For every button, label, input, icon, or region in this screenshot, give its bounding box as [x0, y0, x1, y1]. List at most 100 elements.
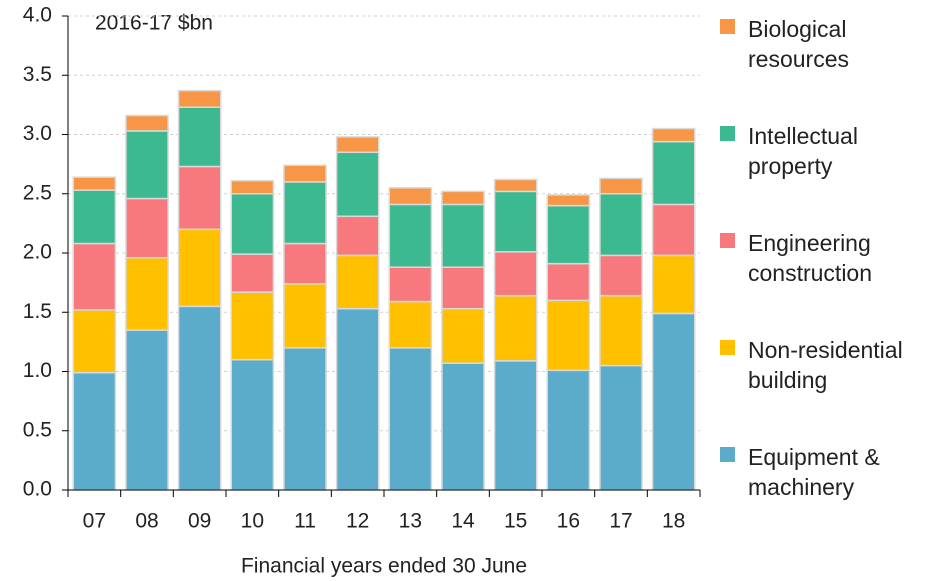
- legend-label: Intellectual property: [748, 123, 858, 179]
- bar-segment: [72, 176, 117, 191]
- bar-segment: [177, 165, 222, 231]
- bar-segment: [335, 307, 380, 491]
- bar-segment: [441, 203, 485, 268]
- x-tick-label: 07: [83, 510, 106, 533]
- bar-segment: [230, 358, 275, 491]
- legend-item: Biological resources: [720, 14, 935, 74]
- y-tick-label: 1.5: [23, 300, 52, 323]
- y-tick-label: 0.0: [23, 478, 52, 501]
- legend-item: Engineering construction: [720, 228, 935, 288]
- bar-segment: [599, 193, 643, 257]
- x-tick-label: 15: [504, 510, 527, 533]
- x-tick-label: 08: [135, 510, 158, 533]
- bar-segment: [230, 291, 275, 361]
- legend-swatch: [720, 447, 735, 462]
- bar-segment: [230, 179, 275, 195]
- bar-segment: [283, 181, 327, 245]
- bar-segment: [72, 242, 117, 311]
- y-tick-label: 1.0: [23, 359, 52, 382]
- bar-segment: [72, 371, 117, 491]
- legend-label: Equipment & machinery: [748, 444, 880, 500]
- bar-segment: [546, 262, 591, 302]
- bar-segment: [230, 193, 275, 255]
- bar-segment: [493, 251, 538, 297]
- bar-segment: [230, 253, 275, 293]
- bar-segment: [283, 242, 327, 285]
- x-tick-label: 18: [662, 510, 685, 533]
- y-tick-label: 3.0: [23, 122, 52, 145]
- legend-label: Non-residential building: [748, 337, 903, 393]
- bar-segment: [651, 140, 696, 206]
- bar-segment: [125, 130, 169, 200]
- bar-segment: [493, 190, 538, 253]
- bar-segment: [651, 254, 696, 315]
- bar-segment: [125, 256, 169, 331]
- x-axis-title: Financial years ended 30 June: [241, 555, 527, 578]
- bar-segment: [125, 114, 169, 132]
- bar-segment: [177, 89, 222, 108]
- bar-segment: [599, 254, 643, 297]
- bar-segment: [177, 106, 222, 168]
- bar-segment: [493, 294, 538, 362]
- bar-segment: [546, 369, 591, 491]
- y-tick-label: 0.5: [23, 418, 52, 441]
- legend-swatch: [720, 233, 735, 248]
- x-tick-label: 09: [188, 510, 211, 533]
- bar-segment: [388, 187, 433, 206]
- bar-segment: [125, 197, 169, 259]
- bar-segment: [599, 177, 643, 195]
- bar-segment: [72, 189, 117, 245]
- legend-swatch: [720, 19, 735, 34]
- bar-segment: [335, 151, 380, 218]
- y-tick-label: 4.0: [23, 4, 52, 27]
- bar-segment: [177, 228, 222, 308]
- bar-segment: [388, 347, 433, 491]
- x-tick-label: 14: [451, 510, 475, 533]
- y-tick-label: 3.5: [23, 63, 52, 86]
- bar-segment: [388, 203, 433, 268]
- x-tick-label: 13: [399, 510, 422, 533]
- legend-swatch: [720, 340, 735, 355]
- legend-item: Intellectual property: [720, 121, 935, 181]
- x-tick-label: 12: [346, 510, 369, 533]
- bar-segment: [283, 347, 327, 491]
- bar-segment: [283, 283, 327, 349]
- bar-segment: [493, 360, 538, 491]
- y-tick-label: 2.5: [23, 181, 52, 204]
- bar-segment: [493, 178, 538, 193]
- bar-segment: [177, 305, 222, 491]
- bar-segment: [388, 300, 433, 349]
- legend-item: Non-residential building: [720, 335, 935, 395]
- bar-segment: [441, 307, 485, 364]
- bar-segment: [335, 136, 380, 154]
- annotation: 2016-17 $bn: [95, 12, 213, 35]
- bar-segment: [441, 190, 485, 206]
- bar-segment: [72, 309, 117, 374]
- x-tick-label: 10: [241, 510, 264, 533]
- bar-segment: [388, 266, 433, 303]
- bar-segment: [283, 164, 327, 183]
- bar-segment: [441, 362, 485, 491]
- y-tick-label: 2.0: [23, 241, 52, 264]
- bar-segment: [546, 204, 591, 265]
- bar-segment: [651, 203, 696, 257]
- bar-segment: [335, 254, 380, 310]
- bar-segment: [441, 266, 485, 310]
- legend-label: Engineering construction: [748, 230, 873, 286]
- x-tick-label: 17: [609, 510, 632, 533]
- bar-segment: [651, 127, 696, 143]
- bar-segment: [546, 299, 591, 372]
- legend-swatch: [720, 126, 735, 141]
- bar-segment: [599, 364, 643, 491]
- x-tick-label: 11: [294, 510, 316, 533]
- legend-item: Equipment & machinery: [720, 442, 935, 502]
- bar-segment: [599, 294, 643, 367]
- bar-segment: [335, 215, 380, 257]
- x-tick-label: 16: [557, 510, 580, 533]
- bar-segment: [651, 312, 696, 491]
- bar-segment: [125, 329, 169, 491]
- bar-segment: [546, 194, 591, 207]
- legend-label: Biological resources: [748, 16, 849, 72]
